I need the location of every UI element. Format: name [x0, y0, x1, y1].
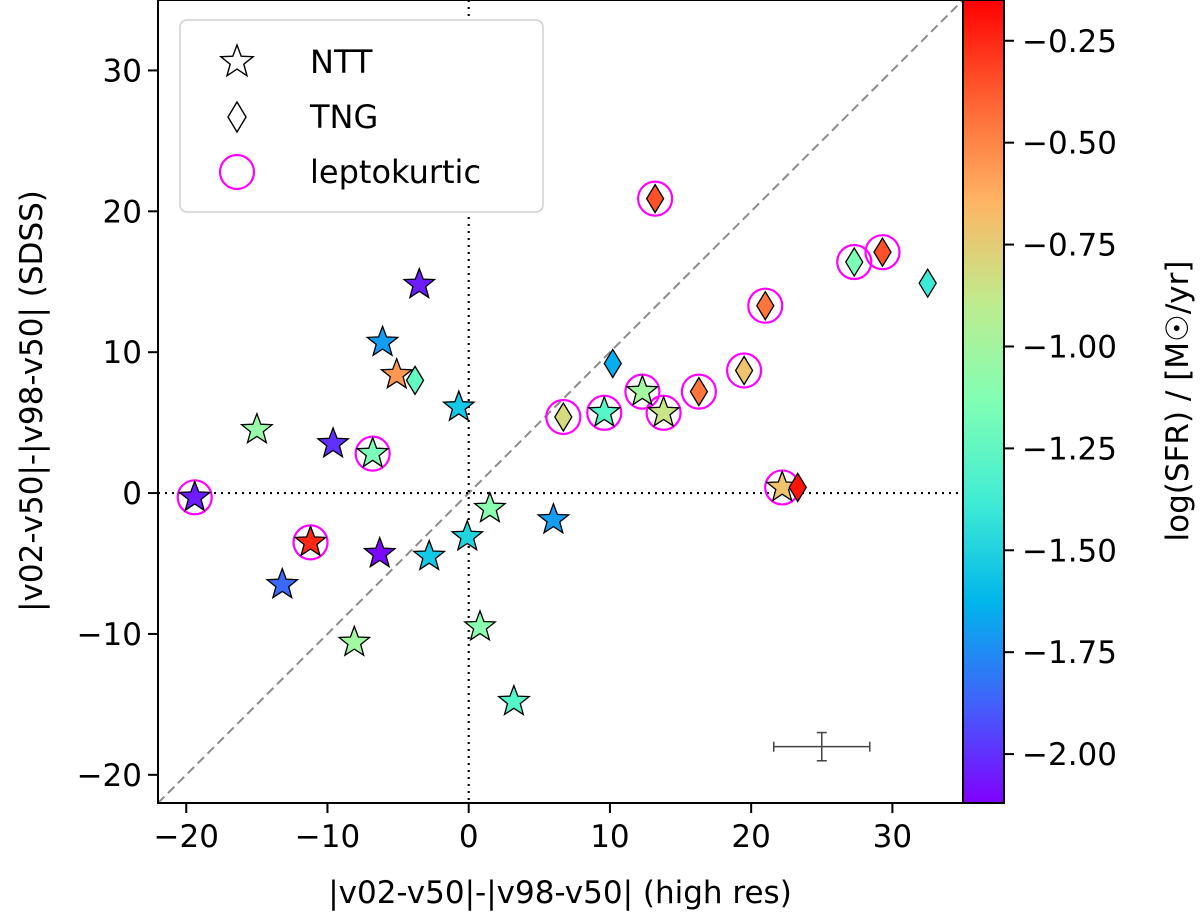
- leptokurtic-circle: [637, 180, 674, 217]
- leptokurtic-circle: [836, 243, 873, 281]
- tng-diamond-point: [603, 348, 623, 379]
- x-axis-title: |v02-v50|-|v98-v50| (high res): [328, 875, 792, 911]
- y-tick-label: 30: [103, 53, 142, 89]
- tng-diamond-point: [844, 246, 864, 278]
- x-tick-label: −10: [295, 819, 360, 855]
- x-tick-label: 30: [873, 819, 912, 855]
- colorbar-tick-label: −0.75: [1022, 228, 1117, 264]
- ntt-star-point: [463, 609, 497, 642]
- colorbar-tick-label: −1.50: [1022, 533, 1117, 569]
- x-tick-label: 0: [459, 819, 479, 855]
- ntt-star-point: [239, 411, 274, 445]
- legend-label: TNG: [309, 98, 378, 136]
- colorbar: −0.25 −0.50 −0.75 −1.00 −1.25 −1.50 −1.75 −2.00…: [962, 0, 1196, 804]
- colorbar-tick-label: −0.25: [1022, 24, 1117, 60]
- ntt-star-point: [265, 566, 300, 600]
- ntt-star-point: [177, 479, 212, 512]
- y-axis: −20 −10 0 10 20 30: [77, 53, 158, 794]
- tng-diamond-point: [689, 376, 709, 407]
- y-tick-label: 0: [122, 476, 142, 512]
- tng-diamond-point: [788, 472, 808, 503]
- legend-star-icon: [218, 43, 256, 78]
- y-axis-title: |v02-v50|-|v98-v50| (SDSS): [14, 190, 50, 612]
- y-tick-label: −20: [77, 758, 142, 794]
- leptokurtic-circle: [747, 287, 784, 324]
- ntt-star-point: [355, 435, 390, 469]
- colorbar-tick-label: −1.00: [1022, 329, 1117, 365]
- tng-diamond-point: [405, 365, 425, 396]
- ntt-star-point: [536, 501, 571, 535]
- tng-diamond-point: [554, 401, 573, 433]
- ntt-star-point: [412, 538, 447, 571]
- error-bar: [773, 731, 871, 762]
- y-tick-label: 10: [103, 335, 142, 371]
- ntt-star-point: [365, 324, 400, 357]
- ntt-star-point: [450, 518, 485, 552]
- one-to-one-line: [158, 0, 963, 803]
- tng-diamond-point: [734, 355, 754, 386]
- tng-diamond-point: [645, 183, 665, 214]
- ntt-star-point: [646, 394, 681, 428]
- ntt-star-point: [587, 394, 622, 428]
- colorbar-tick-label: −2.00: [1022, 737, 1117, 773]
- ntt-star-point: [337, 624, 372, 657]
- colorbar-tick-label: −1.25: [1022, 431, 1117, 467]
- tng-diamond-point: [756, 290, 775, 321]
- leptokurtic-circle: [864, 234, 901, 271]
- colorbar-gradient: [962, 0, 1005, 804]
- tng-diamond-point: [873, 236, 892, 268]
- ntt-star-point: [379, 356, 414, 390]
- ntt-star-point: [362, 535, 397, 569]
- colorbar-label: log(SFR) / [M☉/yr]: [1160, 261, 1196, 542]
- y-tick-label: −10: [77, 617, 142, 653]
- legend-diamond-icon: [227, 100, 247, 134]
- ntt-star-point: [402, 266, 437, 299]
- x-tick-label: 20: [731, 819, 770, 855]
- x-axis: −20 −10 0 10 20 30: [154, 803, 912, 855]
- ntt-star-point: [293, 524, 328, 557]
- legend-label: leptokurtic: [310, 153, 481, 191]
- legend: NTT TNG leptokurtic: [179, 19, 544, 213]
- colorbar-tick-label: −0.50: [1022, 126, 1117, 162]
- leptokurtic-circle: [545, 398, 582, 436]
- leptokurtic-circle: [725, 352, 763, 389]
- legend-circle-icon: [218, 153, 256, 191]
- colorbar-tick-label: −1.75: [1022, 635, 1117, 671]
- ntt-star-point: [441, 389, 476, 422]
- x-tick-label: 10: [590, 819, 629, 855]
- legend-box: [179, 19, 544, 213]
- tng-diamond-point: [918, 267, 937, 299]
- ntt-star-point: [472, 490, 507, 523]
- leptokurtic-circle: [680, 373, 718, 410]
- ntt-star-point: [625, 373, 660, 407]
- ntt-star-point: [496, 683, 531, 716]
- x-tick-label: −20: [154, 819, 219, 855]
- legend-label: NTT: [310, 43, 373, 81]
- ntt-star-point: [316, 425, 351, 459]
- y-tick-label: 20: [103, 194, 142, 230]
